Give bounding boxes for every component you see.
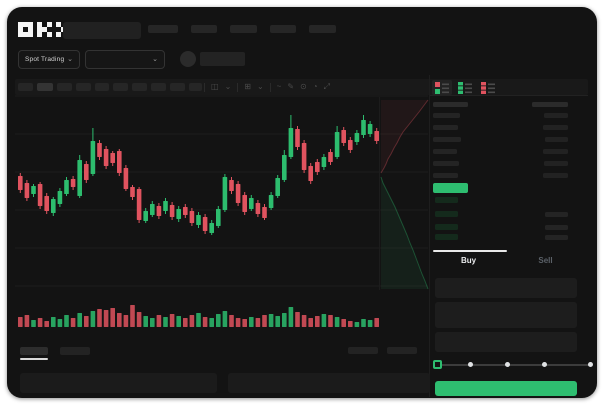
timeframe-button[interactable] (151, 83, 166, 91)
ask-size-placeholder (544, 161, 568, 166)
pair-dropdown[interactable]: ⌄ (85, 50, 165, 69)
compare-icon[interactable]: ⊞ (244, 82, 251, 91)
price-input[interactable] (435, 278, 577, 298)
timeframe-button[interactable] (18, 83, 33, 91)
bid-size-placeholder (545, 235, 568, 240)
timeframe-button[interactable] (95, 83, 109, 91)
search-input[interactable] (63, 22, 141, 39)
market-type-dropdown[interactable]: Spot Trading ⌄ (18, 50, 80, 69)
timeframe-list (18, 83, 202, 91)
chart-tools: ◫ ⌄ ⊞ ⌄ ~ ✎ ⊙ ◔ ⤢ (204, 80, 330, 94)
timeframe-button[interactable] (189, 83, 202, 91)
ask-price-placeholder (433, 173, 458, 178)
bid-price-placeholder (435, 197, 458, 203)
slider-dot[interactable] (505, 362, 510, 367)
bottom-tab[interactable] (60, 347, 90, 355)
bottom-panel (20, 373, 217, 393)
market-type-label: Spot Trading (25, 56, 65, 63)
slider-dot[interactable] (588, 362, 593, 367)
orderbook-col-header (433, 102, 468, 107)
chevron-down-icon: ⌄ (152, 55, 158, 63)
nav-item[interactable] (148, 25, 178, 33)
timer-icon[interactable]: ◔ (312, 82, 318, 91)
amount-input[interactable] (435, 302, 577, 328)
buy-tab-indicator (433, 250, 507, 252)
slider-handle[interactable] (433, 360, 442, 369)
panel-divider (429, 75, 430, 397)
timeframe-button[interactable] (57, 83, 72, 91)
candlestick-chart (15, 95, 429, 327)
timeframe-button[interactable] (132, 83, 147, 91)
slider-dot[interactable] (468, 362, 473, 367)
tab-buy[interactable]: Buy (460, 256, 477, 265)
indicators-icon[interactable]: ~ (276, 82, 282, 91)
ask-size-placeholder (544, 113, 568, 118)
ask-price-placeholder (433, 113, 460, 118)
separator (237, 82, 239, 92)
ask-size-placeholder (543, 149, 568, 154)
tab-sell[interactable]: Sell (538, 256, 553, 265)
ask-price-placeholder (433, 161, 459, 166)
bottom-panel (228, 373, 430, 393)
ask-size-placeholder (545, 137, 568, 142)
pair-name-placeholder (200, 52, 245, 66)
depth-divider (379, 97, 380, 290)
logo-letter (37, 22, 52, 37)
chart-style-icon[interactable]: ◫ (211, 82, 219, 91)
active-tab-underline (20, 358, 48, 360)
orderbook-view-toggles (432, 80, 498, 95)
ask-size-placeholder (543, 173, 568, 178)
buy-button[interactable] (435, 381, 577, 396)
chevron-down-icon[interactable]: ⌄ (224, 82, 232, 91)
orderbook-asks-icon[interactable] (478, 80, 498, 95)
trade-tabs: Buy Sell (430, 253, 584, 268)
chevron-down-icon: ⌄ (67, 55, 73, 63)
nav-item[interactable] (191, 25, 217, 33)
fullscreen-icon[interactable]: ⤢ (323, 82, 330, 91)
last-price-highlight[interactable] (433, 183, 468, 193)
nav-item[interactable] (270, 25, 296, 33)
orderbook-bids-icon[interactable] (455, 80, 475, 95)
bottom-tab[interactable] (20, 347, 48, 355)
bid-size-placeholder (545, 212, 568, 217)
bid-price-placeholder (435, 224, 458, 230)
bid-price-placeholder (435, 234, 458, 240)
nav-item[interactable] (309, 25, 336, 33)
bottom-action[interactable] (387, 347, 417, 354)
separator (204, 82, 205, 92)
nav-item[interactable] (230, 25, 257, 33)
draw-icon[interactable]: ✎ (287, 82, 295, 91)
bid-price-placeholder (435, 211, 458, 217)
chevron-down-icon[interactable]: ⌄ (256, 82, 264, 91)
timeframe-button[interactable] (76, 83, 91, 91)
timeframe-button[interactable] (170, 83, 185, 91)
ask-size-placeholder (543, 125, 568, 130)
orderbook-col-header (532, 102, 568, 107)
ask-price-placeholder (433, 137, 461, 142)
bid-size-placeholder (545, 225, 568, 230)
separator (269, 82, 271, 92)
coin-icon (180, 51, 196, 67)
ask-price-placeholder (433, 149, 457, 154)
app-window: Spot Trading ⌄ ⌄ ◫ ⌄ ⊞ ⌄ ~ ✎ ⊙ ◔ ⤢ Buy Sell (7, 7, 597, 398)
nav-list (148, 25, 336, 33)
orderbook-divider (430, 95, 588, 96)
logo-letter (18, 22, 33, 37)
ask-price-placeholder (433, 125, 458, 130)
bottom-action[interactable] (348, 347, 378, 354)
orderbook-combined-icon[interactable] (432, 80, 452, 95)
timeframe-button[interactable] (37, 83, 53, 91)
camera-icon[interactable]: ⊙ (300, 82, 307, 91)
timeframe-button[interactable] (113, 83, 128, 91)
amount-slider[interactable] (437, 364, 591, 366)
total-input[interactable] (435, 332, 577, 352)
slider-dot[interactable] (542, 362, 547, 367)
